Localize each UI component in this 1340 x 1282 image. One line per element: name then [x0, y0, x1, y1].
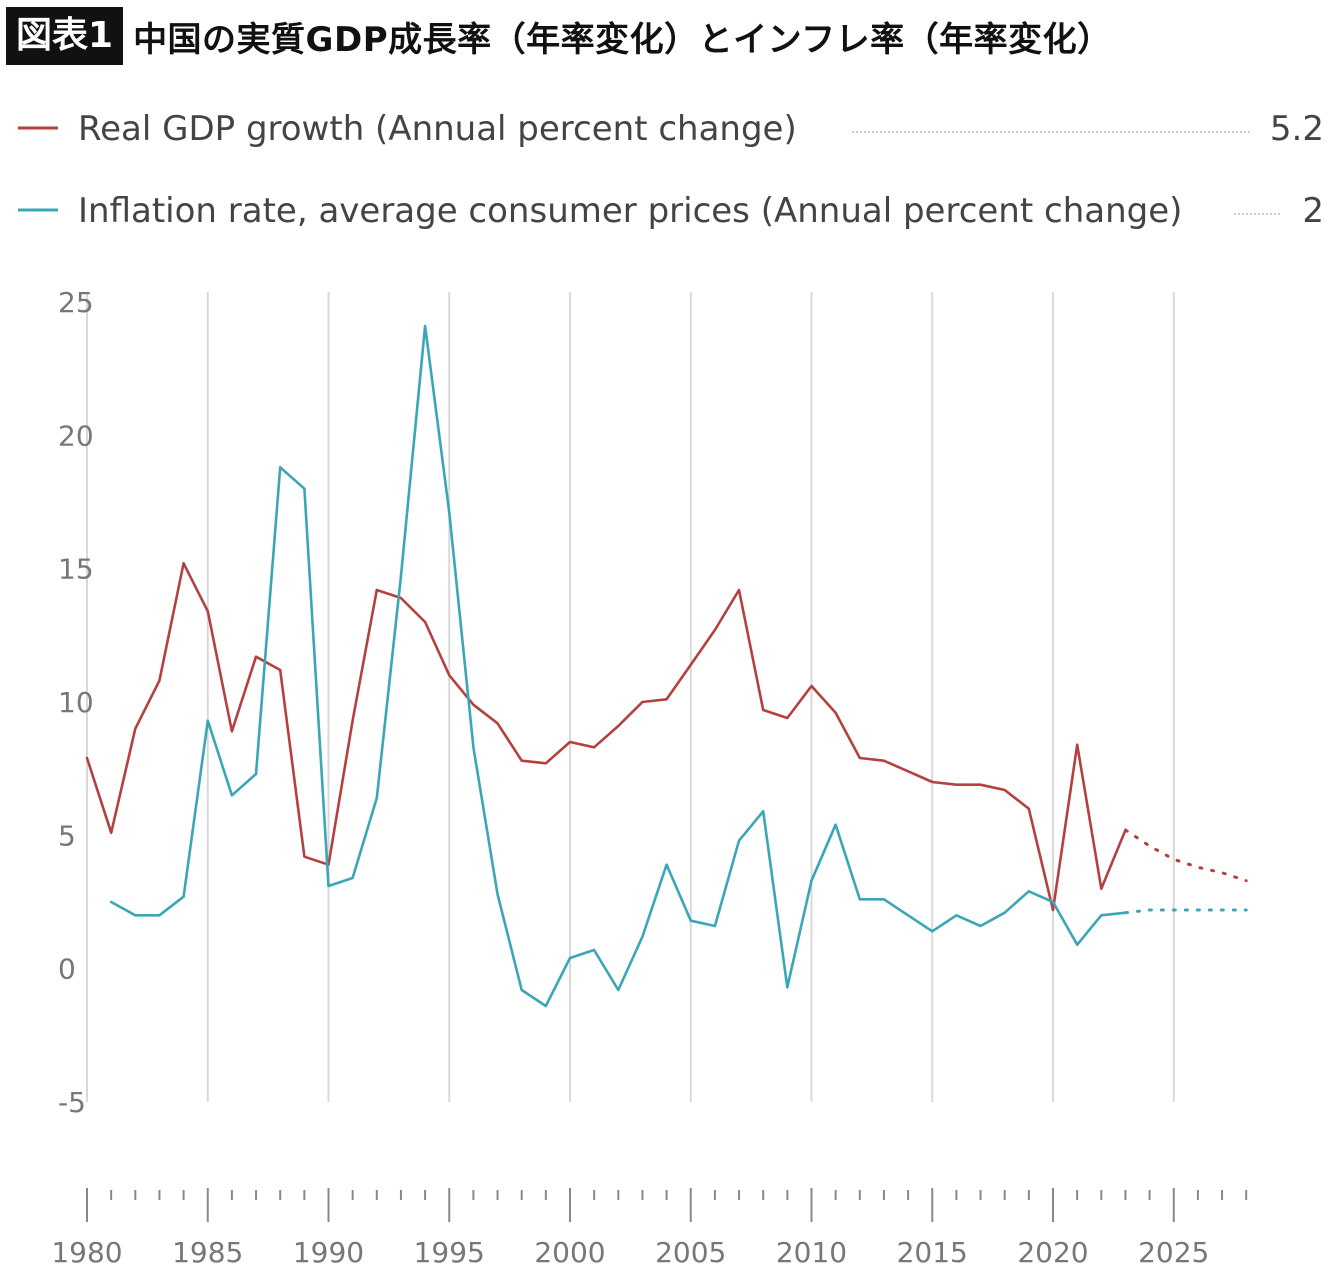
- x-tick-label-2025: 2025: [1138, 1236, 1209, 1269]
- series-layer: [85, 324, 1248, 1008]
- y-tick-label: 25: [58, 286, 94, 319]
- x-tick-label-2000: 2000: [534, 1236, 605, 1269]
- x-tick-label-2010: 2010: [776, 1236, 847, 1269]
- y-axis: 25 20 15 10 5 0 -5: [58, 286, 94, 1119]
- y-tick-label: 15: [58, 553, 94, 586]
- y-tick-label: 0: [58, 953, 76, 986]
- legend-value-gdp: 5.2: [1270, 109, 1324, 149]
- series-line-gdp: [85, 561, 1127, 912]
- x-tick-label-2015: 2015: [897, 1236, 968, 1269]
- legend-item-inflation[interactable]: Inflation rate, average consumer prices …: [18, 191, 1324, 231]
- chart-title: 中国の実質GDP成長率（年率変化）とインフレ率（年率変化）: [133, 19, 1112, 60]
- series-projection-inflation: [1124, 908, 1248, 915]
- legend-label-gdp: Real GDP growth (Annual percent change): [78, 109, 797, 149]
- legend-item-gdp[interactable]: Real GDP growth (Annual percent change) …: [18, 109, 1324, 149]
- figure-badge: 図表1: [6, 7, 124, 65]
- y-tick-label: 20: [58, 419, 94, 452]
- series-projection-gdp: [1124, 828, 1248, 883]
- grid: [86, 292, 1175, 1102]
- legend-label-inflation: Inflation rate, average consumer prices …: [78, 191, 1182, 231]
- header: 図表1 中国の実質GDP成長率（年率変化）とインフレ率（年率変化）: [6, 4, 1112, 68]
- x-tick-label-1980: 1980: [51, 1236, 122, 1269]
- x-tick-label-2020: 2020: [1017, 1236, 1088, 1269]
- x-tick-label-1990: 1990: [293, 1236, 364, 1269]
- x-tick-label-1995: 1995: [414, 1236, 485, 1269]
- y-tick-label: 5: [58, 819, 76, 852]
- legend: Real GDP growth (Annual percent change) …: [18, 109, 1324, 231]
- x-tick-label-1985: 1985: [172, 1236, 243, 1269]
- y-tick-label: 10: [58, 686, 94, 719]
- x-tick-label-2005: 2005: [655, 1236, 726, 1269]
- x-axis: 1980 1985 1990 1995 2000 2005 2010 2015 2020 2025: [51, 1188, 1248, 1269]
- y-tick-label: -5: [58, 1086, 86, 1119]
- series-line-inflation: [109, 324, 1127, 1008]
- legend-value-inflation: 2: [1302, 191, 1324, 231]
